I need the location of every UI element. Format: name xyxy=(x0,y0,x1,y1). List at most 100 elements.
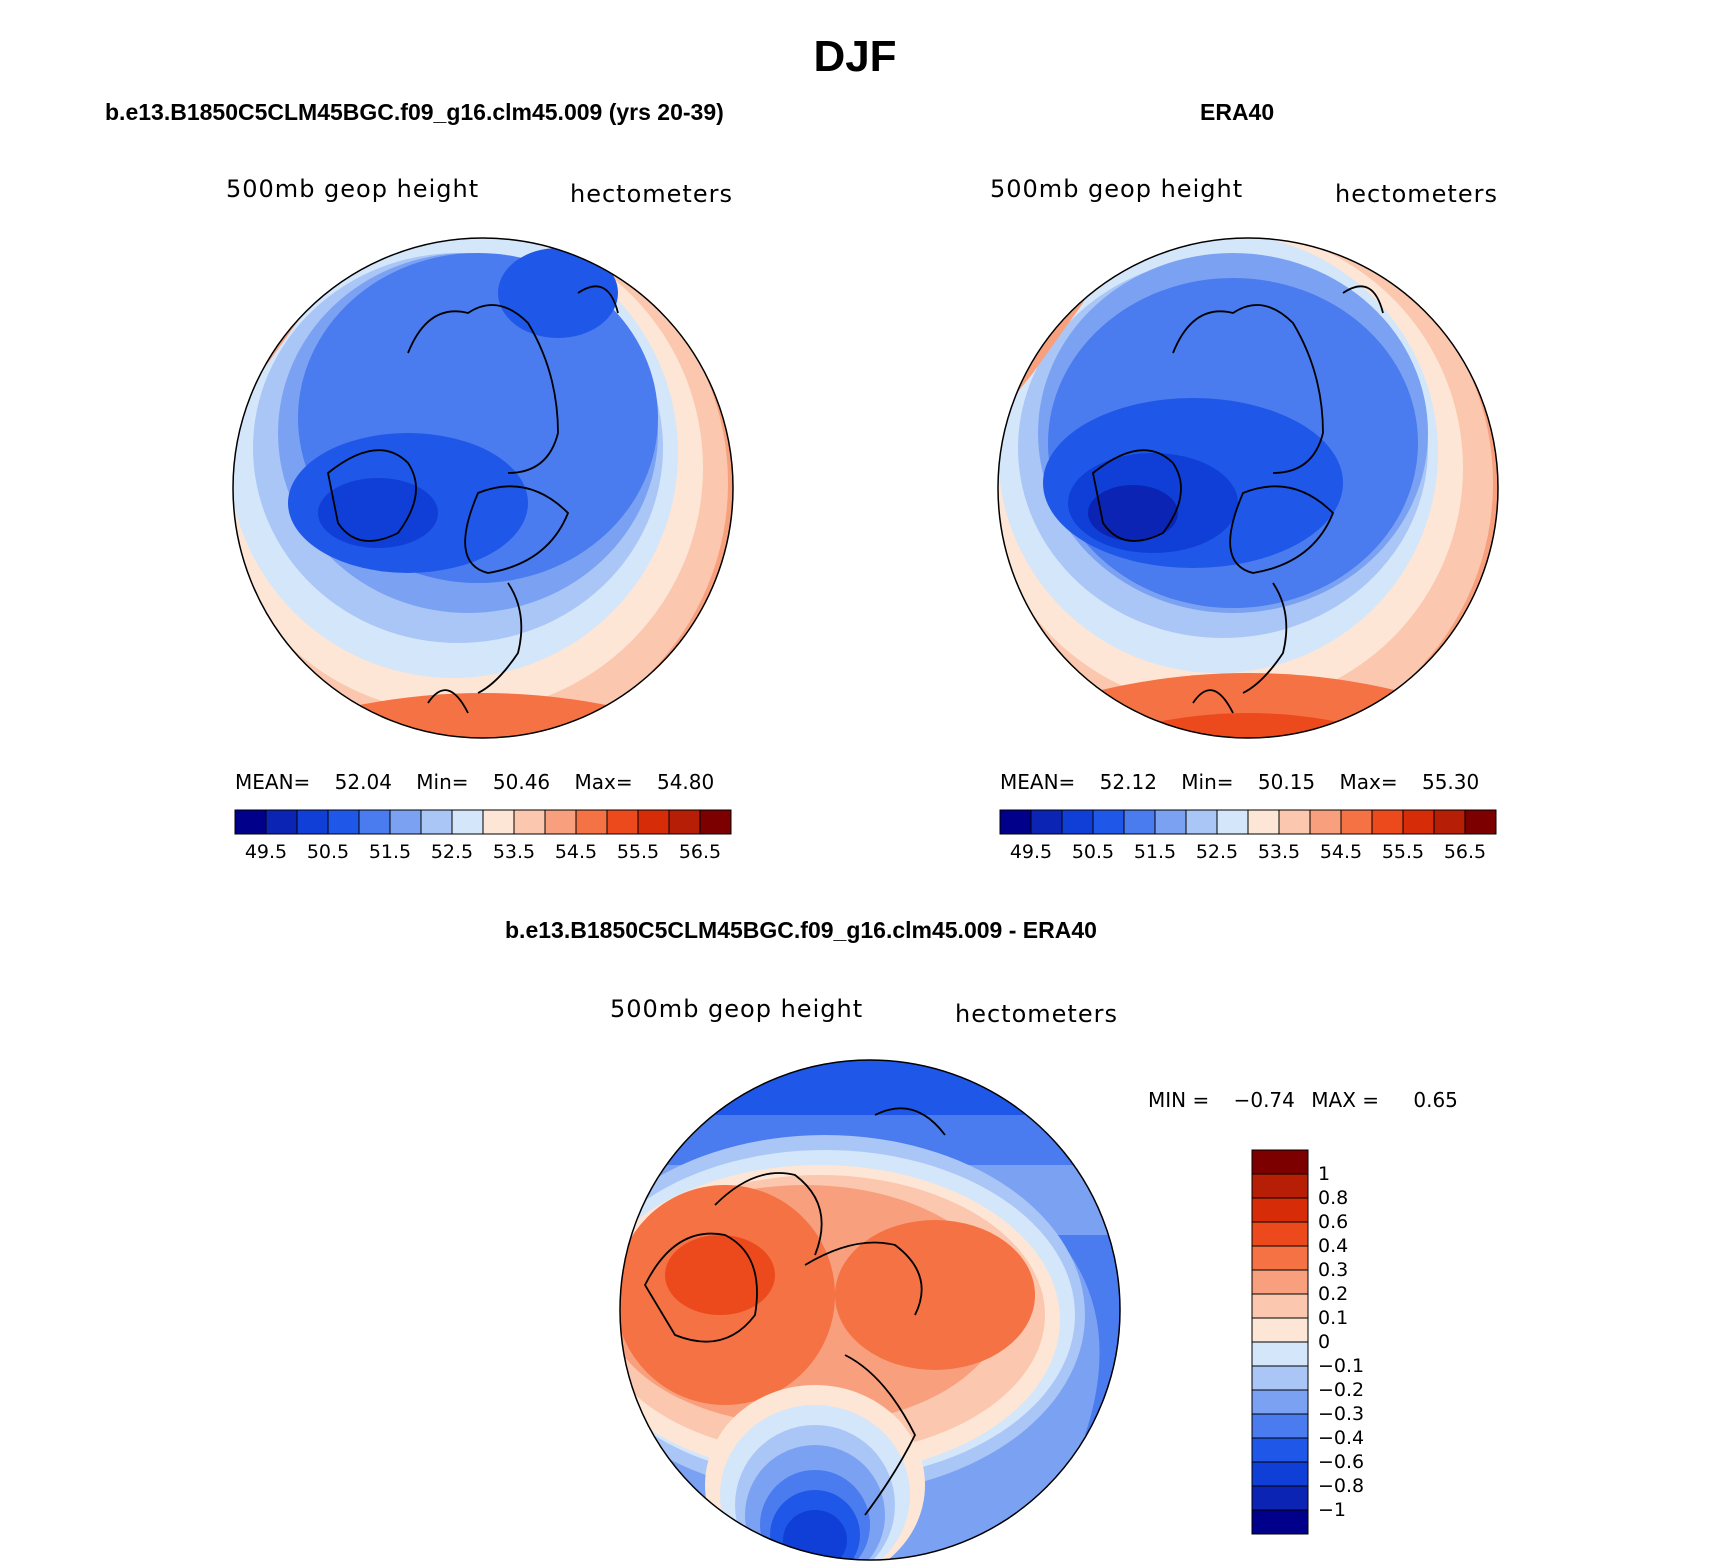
panel-1-colorbar-tick-label: 51.5 xyxy=(369,841,411,863)
panel-1-colorbar-swatch xyxy=(327,809,360,835)
panel-3-colorbar-swatch xyxy=(1251,1341,1309,1367)
panel-1-colorbar-swatch xyxy=(296,809,329,835)
panel-3-colorbar-tick-label: 0.3 xyxy=(1318,1259,1348,1281)
panel-3-map xyxy=(619,1059,1121,1561)
panel-1-colorbar-tick-label: 55.5 xyxy=(617,841,659,863)
panel-3-min-value: −0.74 xyxy=(1233,1088,1295,1112)
panel-1-colorbar-tick-label: 52.5 xyxy=(431,841,473,863)
panel-3-colorbar: 10.80.60.40.30.20.10−0.1−0.2−0.3−0.4−0.6… xyxy=(1251,1149,1364,1535)
panel-2-colorbar-swatch xyxy=(1061,809,1094,835)
panel-3-colorbar-tick-label: −0.2 xyxy=(1318,1379,1364,1401)
panel-3-colorbar-tick-label: 0.1 xyxy=(1318,1307,1348,1329)
panel-1-mean-label: MEAN= xyxy=(235,770,311,794)
panel-3-colorbar-tick-label: −0.4 xyxy=(1318,1427,1364,1449)
panel-2-map xyxy=(997,237,1499,739)
panel-2-stats: MEAN= 52.12 Min= 50.15 Max= 55.30 xyxy=(1000,770,1479,794)
panel-1-colorbar-swatch xyxy=(451,809,484,835)
panel-1-colorbar-swatch xyxy=(234,809,267,835)
panel-2-colorbar-swatch xyxy=(1154,809,1187,835)
panel-3-max-value: 0.65 xyxy=(1413,1088,1458,1112)
panel-2-colorbar-swatch xyxy=(1247,809,1280,835)
panel-2-colorbar-swatch xyxy=(1030,809,1063,835)
panel-2-coastlines xyxy=(1092,285,1384,714)
panel-3-colorbar-swatch xyxy=(1251,1509,1309,1535)
panel-3-colorbar-swatch xyxy=(1251,1245,1309,1271)
panel-3-variable-label: 500mb geop height xyxy=(610,995,864,1023)
panel-3-colorbar-swatch xyxy=(1251,1389,1309,1415)
panel-1-colorbar-tick-label: 50.5 xyxy=(307,841,349,863)
panel-3-colorbar-swatch xyxy=(1251,1149,1309,1175)
panel-3-colorbar-swatch xyxy=(1251,1485,1309,1511)
panel-1-map-border xyxy=(232,237,734,739)
panel-3-title: b.e13.B1850C5CLM45BGC.f09_g16.clm45.009 … xyxy=(505,917,1097,943)
panel-1-colorbar-swatch xyxy=(575,809,608,835)
panel-2-variable-label: 500mb geop height xyxy=(990,175,1244,203)
panel-1-title: b.e13.B1850C5CLM45BGC.f09_g16.clm45.009 … xyxy=(105,99,724,125)
page-title: DJF xyxy=(813,32,897,81)
panel-1-colorbar: 49.5 50.5 51.5 52.5 53.5 54.5 55.5 56.5 xyxy=(234,809,732,863)
panel-3-coastlines xyxy=(643,1107,946,1516)
panel-1-colorbar-swatch xyxy=(358,809,391,835)
panel-3-colorbar-swatch xyxy=(1251,1197,1309,1223)
panel-3-max-label: MAX = xyxy=(1311,1088,1380,1112)
panel-3-units-label: hectometers xyxy=(955,1000,1118,1028)
panel-2-colorbar-tick-label: 56.5 xyxy=(1444,841,1486,863)
panel-2-colorbar-swatch xyxy=(1340,809,1373,835)
panel-1-colorbar-swatch xyxy=(265,809,298,835)
panel-3-colorbar-swatch xyxy=(1251,1221,1309,1247)
panel-1-colorbar-swatch xyxy=(606,809,639,835)
panel-2-colorbar-swatch xyxy=(1092,809,1125,835)
panel-3-colorbar-tick-label: −0.6 xyxy=(1318,1451,1364,1473)
panel-1-variable-label: 500mb geop height xyxy=(226,175,480,203)
panel-1-mean-value: 52.04 xyxy=(334,770,392,794)
panel-1-colorbar-tick-label: 49.5 xyxy=(245,841,287,863)
panel-3-colorbar-tick-label: −1 xyxy=(1318,1499,1346,1521)
panel-2-colorbar-swatch xyxy=(1464,809,1497,835)
panel-3-colorbar-tick-label: 1 xyxy=(1318,1163,1330,1185)
panel-2-colorbar-swatch xyxy=(1123,809,1156,835)
panel-2-min-value: 50.15 xyxy=(1257,770,1316,794)
panel-1-colorbar-swatch xyxy=(513,809,546,835)
panel-1-colorbar-tick-label: 54.5 xyxy=(555,841,597,863)
panel-3-colorbar-tick-label: 0 xyxy=(1318,1331,1330,1353)
panel-1-max-value: 54.80 xyxy=(656,770,715,794)
panel-1-coastlines xyxy=(327,285,619,714)
panel-3-colorbar-swatch xyxy=(1251,1413,1309,1439)
panel-1-colorbar-tick-label: 56.5 xyxy=(679,841,721,863)
panel-2-map-border xyxy=(997,237,1499,739)
panel-3-colorbar-tick-label: −0.3 xyxy=(1318,1403,1364,1425)
panel-1-stats: MEAN= 52.04 Min= 50.46 Max= 54.80 xyxy=(235,770,714,794)
panel-1-colorbar-swatch xyxy=(420,809,453,835)
panel-3-colorbar-swatch xyxy=(1251,1365,1309,1391)
panel-1-colorbar-swatch xyxy=(389,809,422,835)
panel-2-mean-label: MEAN= xyxy=(1000,770,1076,794)
panel-2-mean-value: 52.12 xyxy=(1099,770,1157,794)
panel-2-colorbar-swatch xyxy=(1433,809,1466,835)
panel-3-colorbar-tick-label: 0.6 xyxy=(1318,1211,1348,1233)
panel-2-colorbar-swatch xyxy=(1309,809,1342,835)
panel-3-colorbar-tick-label: 0.2 xyxy=(1318,1283,1348,1305)
panel-3-colorbar-swatch xyxy=(1251,1317,1309,1343)
panel-2-colorbar-tick-label: 53.5 xyxy=(1258,841,1300,863)
panel-2-colorbar-tick-label: 49.5 xyxy=(1010,841,1052,863)
panel-1-min-value: 50.46 xyxy=(492,770,551,794)
panel-2-colorbar-swatch xyxy=(1216,809,1249,835)
panel-2-colorbar-tick-label: 54.5 xyxy=(1320,841,1362,863)
panel-2-colorbar-swatch xyxy=(1371,809,1404,835)
panel-2-min-label: Min= xyxy=(1181,770,1234,794)
panel-1-colorbar-swatch xyxy=(482,809,515,835)
panel-2-max-label: Max= xyxy=(1339,770,1398,794)
panel-3-colorbar-swatch xyxy=(1251,1173,1309,1199)
panel-2-units-label: hectometers xyxy=(1335,180,1498,208)
panel-1-units-label: hectometers xyxy=(570,180,733,208)
panel-2-colorbar-tick-label: 55.5 xyxy=(1382,841,1424,863)
panel-2-colorbar-swatch xyxy=(1402,809,1435,835)
panel-1-colorbar-swatch xyxy=(668,809,701,835)
panel-3-colorbar-tick-label: 0.8 xyxy=(1318,1187,1348,1209)
panel-3-colorbar-swatch xyxy=(1251,1269,1309,1295)
panel-1-max-label: Max= xyxy=(574,770,633,794)
panel-3-colorbar-swatch xyxy=(1251,1293,1309,1319)
panel-1-colorbar-tick-label: 53.5 xyxy=(493,841,535,863)
panel-3-colorbar-tick-label: −0.8 xyxy=(1318,1475,1364,1497)
panel-2-colorbar-tick-label: 52.5 xyxy=(1196,841,1238,863)
